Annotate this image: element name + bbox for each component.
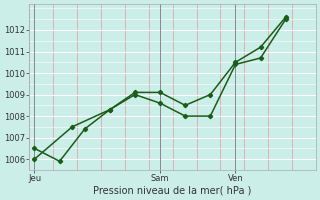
X-axis label: Pression niveau de la mer( hPa ): Pression niveau de la mer( hPa ) <box>93 186 252 196</box>
